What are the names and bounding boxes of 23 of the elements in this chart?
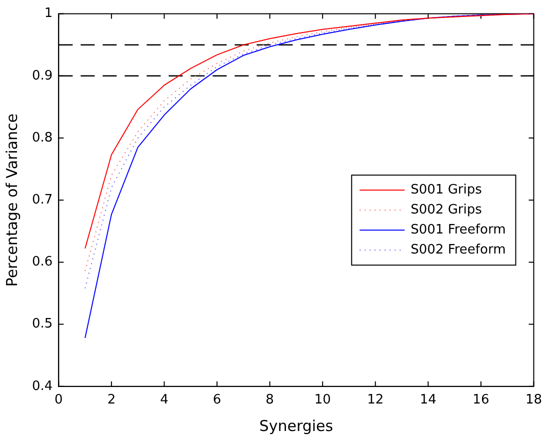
y-tick-label: 0.8 (32, 130, 53, 146)
y-tick-label: 0.7 (32, 192, 53, 208)
x-axis-title: Synergies (259, 416, 334, 435)
y-tick-label: 1 (44, 6, 53, 22)
y-axis-title: Percentage of Variance (2, 114, 21, 287)
x-tick-label: 8 (266, 392, 274, 408)
x-tick-label: 16 (472, 392, 490, 408)
x-tick-label: 10 (314, 392, 331, 408)
x-tick-label: 0 (54, 392, 63, 408)
legend-label: S001 Freeform (410, 222, 506, 238)
legend-label: S002 Grips (410, 202, 482, 218)
x-tick-label: 18 (525, 392, 542, 408)
y-tick-label: 0.5 (32, 316, 53, 332)
y-tick-label: 0.9 (32, 68, 53, 84)
y-tick-label: 0.6 (32, 254, 53, 270)
x-tick-label: 6 (212, 392, 222, 408)
legend-label: S002 Freeform (410, 242, 506, 258)
x-tick-label: 14 (420, 392, 436, 408)
y-tick-label: 0.4 (32, 378, 53, 394)
x-tick-label: 12 (367, 392, 384, 408)
x-tick-label: 4 (160, 392, 168, 408)
x-tick-label: 2 (107, 392, 116, 408)
legend-label: S001 Grips (410, 182, 482, 198)
